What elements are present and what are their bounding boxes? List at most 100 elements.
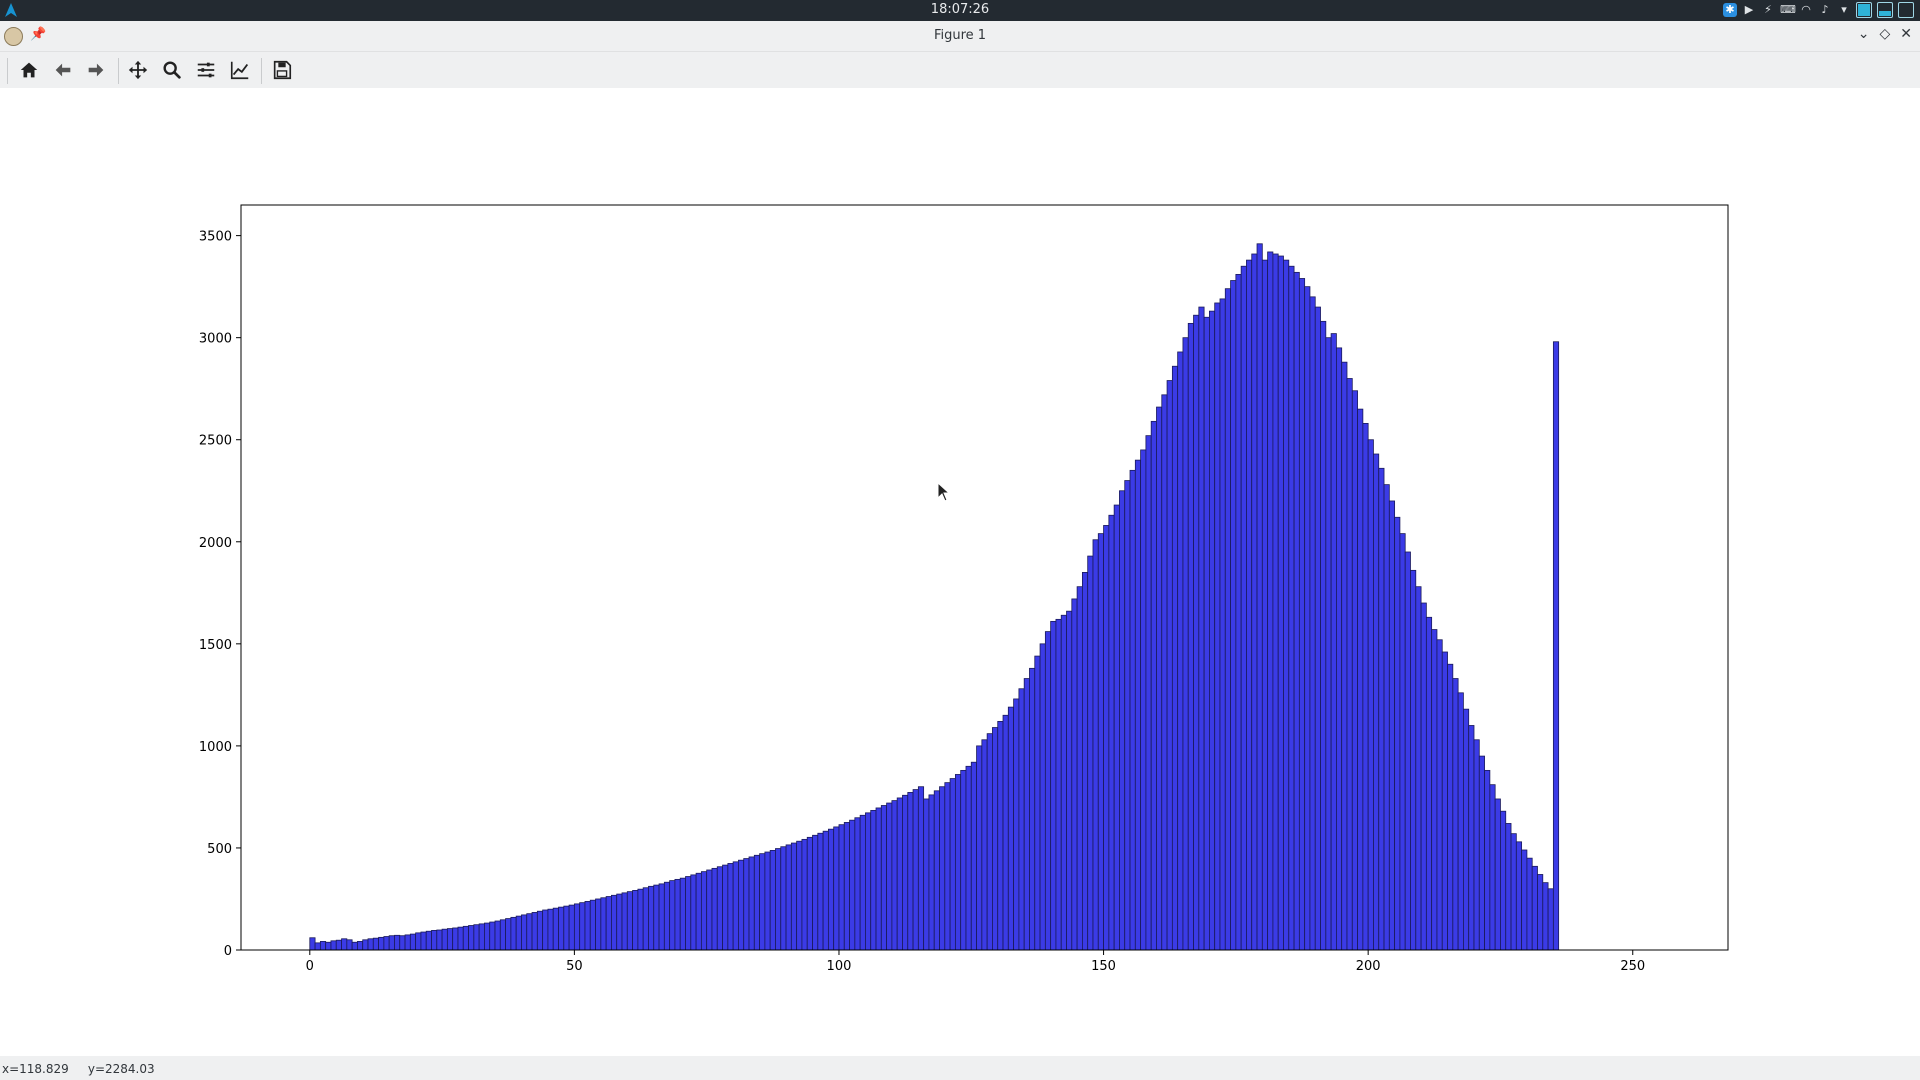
histogram-bar	[1060, 614, 1067, 951]
histogram-bar	[1463, 708, 1470, 951]
histogram-bar	[1113, 504, 1120, 951]
histogram-bar	[452, 927, 459, 951]
histogram-bar	[1298, 278, 1306, 951]
histogram-bar	[1373, 453, 1380, 951]
arch-logo-icon[interactable]	[3, 2, 19, 22]
histogram-bar	[1055, 618, 1062, 951]
histogram-bar	[1166, 380, 1173, 951]
histogram-bar	[542, 909, 549, 951]
histogram-bar	[1103, 525, 1110, 951]
histogram-bar	[743, 858, 750, 951]
back-button[interactable]	[50, 58, 76, 82]
keyboard-icon[interactable]: ⌨	[1780, 3, 1796, 16]
histogram-bar	[494, 920, 501, 951]
histogram-bar	[669, 880, 676, 951]
x-tick-label: 0	[306, 959, 314, 974]
window-titlebar[interactable]: 📌 Figure 1 ⌄ ◇ ✕	[0, 21, 1920, 52]
maximize-icon[interactable]: ◇	[1879, 26, 1891, 42]
histogram-bar	[1129, 469, 1136, 951]
histogram-bar	[536, 910, 544, 951]
histogram-bar	[420, 931, 427, 951]
histogram-bar	[812, 834, 819, 951]
histogram-bar	[457, 926, 464, 951]
wifi-icon[interactable]: ◠	[1801, 3, 1811, 16]
histogram-bar	[891, 800, 898, 951]
pan-button[interactable]	[125, 58, 151, 82]
histogram-bar	[1066, 610, 1073, 951]
edit-axis-button[interactable]	[227, 58, 253, 82]
volume-icon[interactable]: ♪	[1821, 3, 1829, 16]
x-tick-label: 200	[1356, 959, 1381, 974]
histogram-bar	[309, 937, 316, 951]
histogram-bar	[1050, 620, 1057, 951]
histogram-bar	[521, 914, 528, 951]
kde-connect-icon[interactable]: ⚡	[1764, 3, 1772, 16]
histogram-bar	[1039, 643, 1046, 951]
histogram-bar	[986, 733, 993, 951]
histogram-bar	[870, 809, 877, 951]
home-icon	[20, 62, 38, 78]
histogram-bar	[1283, 259, 1290, 951]
histogram-bar	[1314, 306, 1321, 951]
histogram-bar	[1346, 378, 1353, 951]
histogram-bar	[716, 866, 723, 951]
app-icon[interactable]	[4, 27, 23, 46]
close-icon[interactable]: ✕	[1900, 26, 1912, 42]
save-button[interactable]	[269, 58, 295, 82]
histogram-bar	[1214, 302, 1221, 951]
histogram-bar	[1415, 586, 1422, 951]
status-bar: x=118.829 y=2284.03	[0, 1056, 1920, 1080]
histogram-bar	[568, 904, 575, 951]
histogram-bar	[928, 794, 935, 951]
histogram-bar	[738, 859, 745, 951]
histogram-bar	[1108, 514, 1115, 951]
forward-button[interactable]	[83, 58, 109, 82]
histogram-bar	[976, 745, 983, 951]
histogram-bar	[1081, 571, 1089, 951]
minimize-icon[interactable]: ⌄	[1857, 26, 1870, 42]
histogram-bar	[383, 936, 390, 951]
histogram-bar	[785, 844, 792, 951]
zoom-icon	[163, 61, 181, 79]
histogram-bar	[1097, 533, 1104, 951]
histogram-bar	[446, 928, 454, 951]
histogram-bar	[499, 919, 506, 951]
expand-tray-icon[interactable]: ▾	[1841, 3, 1847, 16]
home-button[interactable]	[16, 58, 42, 82]
histogram-bar	[531, 912, 538, 951]
histogram-bar	[1251, 253, 1258, 951]
histogram-bar	[1224, 288, 1231, 951]
histogram-bar	[1542, 882, 1549, 951]
configure-subplots-button[interactable]	[193, 58, 219, 82]
histogram-bar	[780, 846, 787, 951]
histogram-bar	[1399, 533, 1406, 951]
panel-clock[interactable]: 18:07:26	[930, 2, 990, 17]
histogram-chart[interactable]: 0 50 100 150 200 2500500100015002000250030003…	[0, 88, 1920, 1056]
pin-icon[interactable]: 📌	[30, 27, 47, 42]
battery-icon[interactable]	[1898, 2, 1914, 18]
media-play-icon[interactable]: ▶	[1744, 3, 1754, 16]
battery-icon[interactable]	[1877, 2, 1893, 18]
histogram-bar	[1351, 390, 1358, 951]
battery-icon[interactable]	[1856, 2, 1872, 18]
histogram-bar	[1182, 337, 1189, 951]
histogram-bar	[468, 925, 475, 951]
histogram-bar	[372, 937, 379, 951]
zoom-button[interactable]	[159, 58, 185, 82]
histogram-bar	[759, 853, 766, 951]
y-tick-label: 500	[207, 842, 232, 857]
histogram-bar	[690, 874, 697, 951]
histogram-bar	[748, 856, 755, 951]
figure-canvas[interactable]: 0 50 100 150 200 250 0 500 1000 1500 2000 2500 3000 3…	[0, 88, 1920, 1056]
histogram-bar	[954, 774, 962, 951]
histogram-bar	[431, 930, 438, 951]
histogram-bar	[1140, 449, 1147, 951]
histogram-bar	[801, 838, 808, 951]
histogram-bar	[1330, 333, 1337, 951]
histogram-bar	[584, 901, 591, 951]
histogram-bar	[753, 854, 760, 951]
histogram-bar	[605, 896, 612, 951]
bluetooth-icon[interactable]: ✱	[1723, 3, 1737, 17]
histogram-bar	[849, 819, 856, 951]
histogram-bar	[1547, 888, 1554, 951]
